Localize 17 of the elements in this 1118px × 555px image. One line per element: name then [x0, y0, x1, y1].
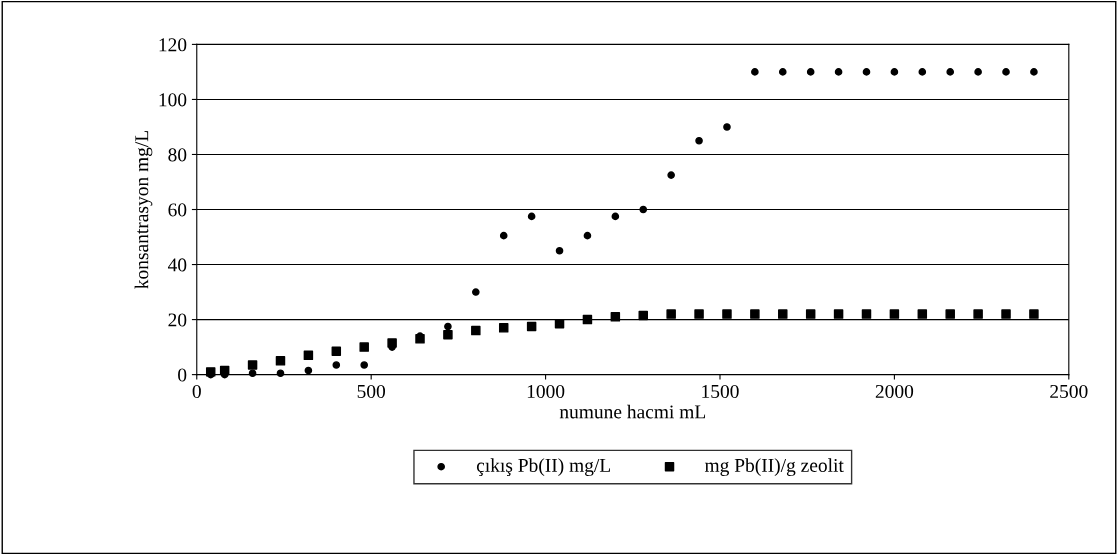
y-tick-label: 80	[168, 148, 187, 162]
x-tick-label: 2500	[1050, 384, 1088, 399]
y-axis-title: konsantrasyon mg/L	[134, 131, 153, 289]
y-tick-label: 40	[167, 258, 187, 272]
x-tick-label: 500	[357, 384, 386, 399]
x-tick-label: 0	[192, 384, 201, 399]
y-tick-label: 20	[168, 313, 187, 327]
legend-label: çıkış Pb(II) mg/L	[476, 458, 611, 476]
y-tick-label: 60	[168, 203, 187, 217]
y-tick-label: 100	[159, 93, 187, 107]
x-tick-label: 2000	[875, 384, 914, 399]
x-tick-label: 1000	[527, 384, 565, 399]
legend-label: mg Pb(II)/g zeolit	[704, 458, 844, 476]
y-tick-label: 0	[178, 368, 187, 382]
x-tick-label: 1500	[702, 384, 739, 399]
x-axis-title: numune hacmi mL	[559, 404, 706, 419]
y-tick-label: 120	[159, 38, 187, 52]
